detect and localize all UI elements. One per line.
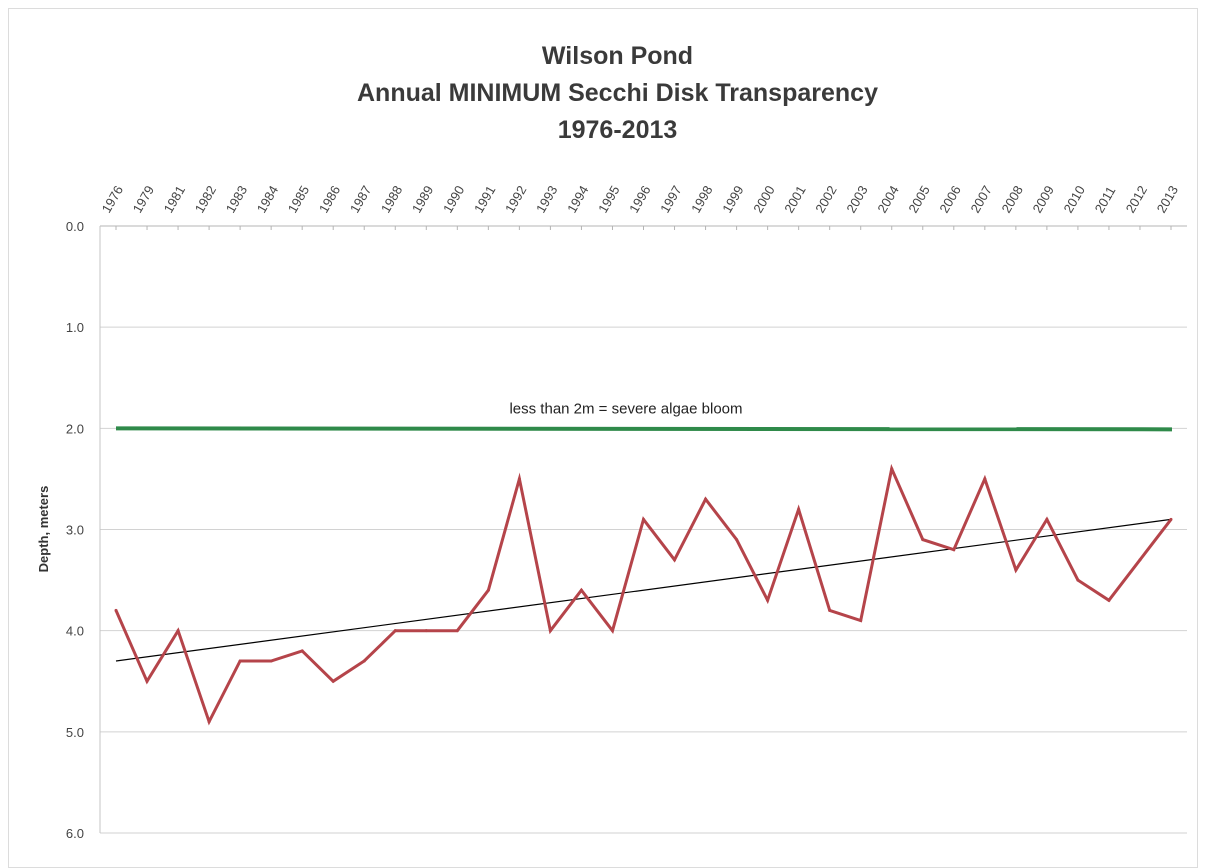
chart-title-line-1: Wilson Pond — [541, 42, 694, 70]
threshold-label: less than 2m = severe algae bloom — [509, 400, 742, 417]
chart-title-line-3: 1976-2013 — [557, 116, 678, 144]
data-point — [424, 629, 428, 633]
x-tick-label: 2006 — [936, 183, 963, 216]
data-point — [331, 679, 335, 683]
data-point — [735, 538, 739, 542]
data-point — [1138, 558, 1142, 562]
data-point — [517, 477, 521, 481]
data-point — [642, 517, 645, 521]
chart-title: Wilson Pond Annual MINIMUM Secchi Disk T… — [0, 38, 1205, 149]
x-tick-label: 2008 — [998, 183, 1025, 216]
x-tick-label: 2002 — [812, 183, 839, 216]
x-tick-label: 2000 — [750, 183, 777, 216]
data-point — [859, 619, 863, 623]
x-tick-label: 1988 — [378, 183, 405, 216]
y-tick-label: 3.0 — [66, 523, 84, 538]
series-line — [114, 463, 1173, 726]
x-tick-label: 1993 — [533, 183, 560, 216]
x-tick-label: 1991 — [471, 183, 498, 216]
x-tick-label: 2001 — [781, 183, 808, 216]
x-tick-label: 1998 — [688, 183, 715, 216]
data-point — [114, 608, 118, 612]
data-point — [207, 720, 211, 724]
x-tick-label: 1983 — [223, 183, 250, 216]
x-tick-label: 2010 — [1061, 183, 1088, 216]
y-axis-title: Depth, meters — [36, 486, 51, 573]
data-point — [797, 507, 801, 511]
x-tick-label: 2013 — [1154, 183, 1181, 216]
x-tick-label: 1989 — [409, 183, 436, 216]
x-tick-label: 1987 — [347, 183, 374, 216]
y-tick-label: 2.0 — [66, 421, 84, 436]
data-point — [983, 477, 987, 481]
data-point — [1076, 578, 1080, 582]
y-tick-label: 4.0 — [66, 624, 84, 639]
y-tick-label: 1.0 — [66, 320, 84, 335]
data-point — [1045, 517, 1049, 521]
x-tick-label: 1984 — [254, 183, 281, 216]
x-tick-label: 1981 — [161, 183, 188, 216]
x-tick-label: 1996 — [626, 183, 653, 216]
x-tick-label: 1976 — [99, 183, 126, 216]
data-point — [486, 588, 490, 592]
threshold-line — [115, 426, 1173, 432]
x-tick-label: 2012 — [1123, 183, 1150, 216]
x-tick-label: 1994 — [564, 183, 591, 216]
data-point — [393, 629, 397, 633]
data-point — [952, 548, 956, 552]
chart-title-line-2: Annual MINIMUM Secchi Disk Transparency — [357, 79, 878, 107]
x-tick-label: 2011 — [1092, 184, 1119, 216]
trendline — [115, 518, 1172, 662]
x-tick-label: 2005 — [905, 183, 932, 216]
x-tick-label: 1985 — [285, 183, 312, 216]
x-tick-label: 2004 — [874, 183, 901, 216]
data-point — [610, 629, 614, 633]
x-tick-label: 1999 — [719, 183, 746, 216]
x-tick-label: 1982 — [192, 183, 219, 216]
x-tick-label: 1990 — [440, 183, 467, 216]
chart-frame — [8, 8, 1198, 868]
x-tick-label: 1992 — [502, 183, 529, 216]
data-point — [455, 629, 459, 633]
x-tick-label: 2007 — [967, 183, 994, 216]
x-tick-label: 1979 — [130, 183, 157, 216]
data-point — [145, 679, 149, 683]
data-point — [704, 497, 708, 501]
data-point — [238, 659, 242, 663]
data-point — [362, 659, 366, 663]
data-point — [579, 588, 583, 592]
data-point — [1014, 568, 1018, 572]
data-point — [766, 598, 770, 602]
data-point — [269, 659, 273, 663]
data-point — [1107, 598, 1111, 602]
x-tick-label: 1997 — [657, 183, 684, 216]
x-tick-label: 2003 — [843, 183, 870, 216]
data-point — [548, 629, 552, 633]
y-tick-label: 6.0 — [66, 826, 84, 841]
data-point — [176, 629, 180, 633]
data-point — [300, 649, 304, 653]
y-tick-label: 5.0 — [66, 725, 84, 740]
data-point — [921, 538, 925, 542]
data-point — [890, 467, 894, 471]
data-point — [828, 608, 832, 612]
x-tick-label: 1986 — [316, 183, 343, 216]
data-point — [1169, 517, 1173, 521]
data-point — [673, 558, 677, 562]
x-tick-label: 1995 — [595, 183, 622, 216]
y-tick-label: 0.0 — [66, 219, 84, 234]
x-tick-label: 2009 — [1029, 183, 1056, 216]
